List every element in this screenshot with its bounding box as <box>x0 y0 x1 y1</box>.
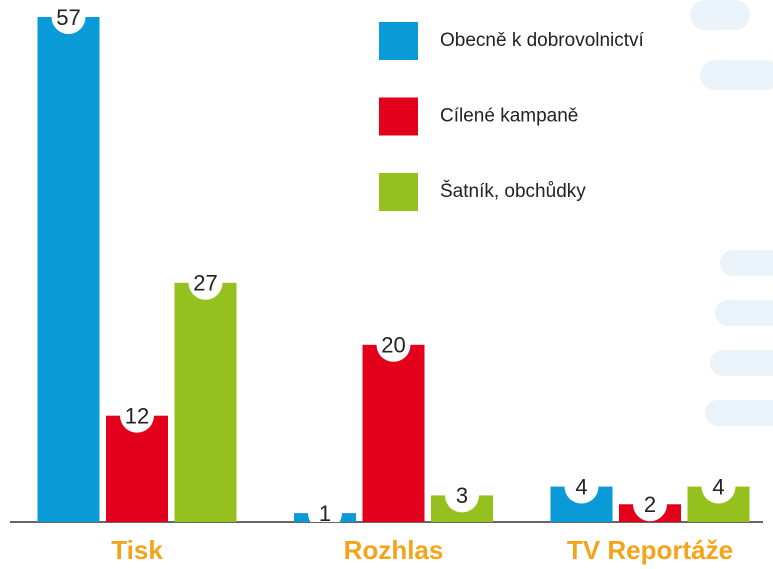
bar <box>175 283 237 522</box>
chart: Tisk 57 12 27 Rozhlas 1 20 3 TV Reportáže 4 2 4 Obec… <box>0 0 773 569</box>
decoration <box>690 0 773 426</box>
legend-label: Cílené kampaně <box>440 106 578 127</box>
category-label: Tisk <box>111 535 163 565</box>
value-label: 3 <box>456 483 468 508</box>
value-label: 4 <box>712 474 724 499</box>
legend-swatch <box>379 22 418 60</box>
page: {"chart_data": {"type": "bar", "categori… <box>0 0 773 569</box>
legend-label: Obecně k dobrovolnictví <box>440 30 645 51</box>
value-label: 4 <box>575 474 587 499</box>
category-label: Rozhlas <box>344 535 444 565</box>
value-label: 12 <box>125 403 149 428</box>
bar <box>38 17 100 522</box>
category-label: TV Reportáže <box>567 535 733 565</box>
bar <box>363 345 425 522</box>
value-label: 57 <box>56 5 80 30</box>
legend-swatch <box>379 173 418 211</box>
value-label: 2 <box>644 492 656 517</box>
legend-label: Šatník, obchůdky <box>440 180 586 202</box>
legend-swatch <box>379 98 418 136</box>
value-label: 27 <box>193 271 217 296</box>
value-label: 1 <box>319 501 331 526</box>
value-label: 20 <box>381 333 405 358</box>
